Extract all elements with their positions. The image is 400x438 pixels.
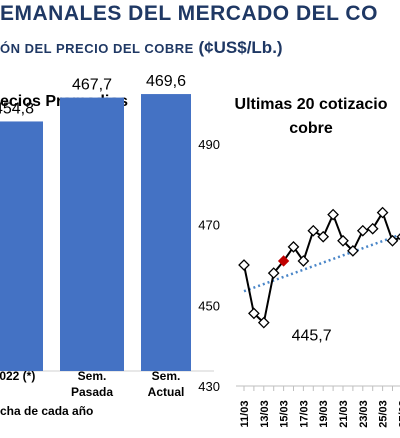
banner-title: EMANALES DEL MERCADO DEL CO xyxy=(0,2,378,25)
annotation-label: 445,7 xyxy=(292,328,332,345)
trendline xyxy=(243,233,400,293)
series-point xyxy=(317,230,330,243)
x-tick-label: 21/03 xyxy=(338,400,350,428)
line-chart-title-line1: Ultimas 20 cotizacio xyxy=(234,96,388,113)
x-tick-label: 15/03 xyxy=(279,400,291,428)
series-point xyxy=(347,245,359,257)
bar xyxy=(0,121,43,371)
bar-value-label: 454,8 xyxy=(0,100,34,117)
x-tick-label: 17/03 xyxy=(298,400,310,428)
x-tick-label: 13/03 xyxy=(259,400,271,428)
series-point xyxy=(307,224,320,237)
series-point xyxy=(356,224,369,237)
banner-subtitle: ÓN DEL PRECIO DEL COBRE (¢US$/Lb.) xyxy=(0,38,283,58)
banner-subtitle-text: ÓN DEL PRECIO DEL COBRE xyxy=(0,41,194,56)
bar-category-label: Sem. xyxy=(78,369,107,383)
bar-category-label: Sem. xyxy=(152,369,181,383)
line-chart-title-line2: cobre xyxy=(289,120,333,137)
x-tick-label: 23/03 xyxy=(358,400,370,428)
footnote: cha de cada año xyxy=(0,404,94,418)
series-point xyxy=(257,316,270,329)
y-tick-label: 490 xyxy=(198,137,220,152)
bar-value-label: 467,7 xyxy=(72,77,112,94)
x-tick-label: 25/03 xyxy=(378,400,390,428)
bar xyxy=(141,94,191,372)
bar xyxy=(60,97,124,372)
banner-subtitle-unit: (¢US$/Lb.) xyxy=(198,38,283,57)
y-tick-label: 430 xyxy=(198,379,220,394)
series-point xyxy=(267,267,280,279)
x-tick-label: 11/03 xyxy=(239,401,251,428)
series-point xyxy=(327,208,339,221)
series-point xyxy=(287,240,300,253)
series-point xyxy=(248,307,260,320)
bar-chart: 454,8 2022 (*) 467,7 Sem. Pasada 469,6 Sem. Act… xyxy=(0,73,214,399)
x-tick-label: 19/03 xyxy=(318,400,330,428)
bar-category-label: 2022 (*) xyxy=(0,369,35,383)
series-point xyxy=(386,234,399,247)
series-point xyxy=(238,259,250,271)
bar-category-label: Actual xyxy=(148,385,185,399)
series-point xyxy=(366,222,379,235)
series-point xyxy=(376,206,389,219)
series-point-highlight xyxy=(277,255,290,267)
series-point xyxy=(337,234,349,247)
y-tick-label: 470 xyxy=(198,218,220,233)
series-point xyxy=(297,255,310,267)
bar-category-label: Pasada xyxy=(71,385,113,399)
x-tick-label: 27/03 xyxy=(397,400,400,428)
y-tick-label: 450 xyxy=(198,298,220,313)
line-chart-title: Ultimas 20 cotizacio cobre xyxy=(222,93,400,141)
bar-value-label: 469,6 xyxy=(146,73,186,90)
